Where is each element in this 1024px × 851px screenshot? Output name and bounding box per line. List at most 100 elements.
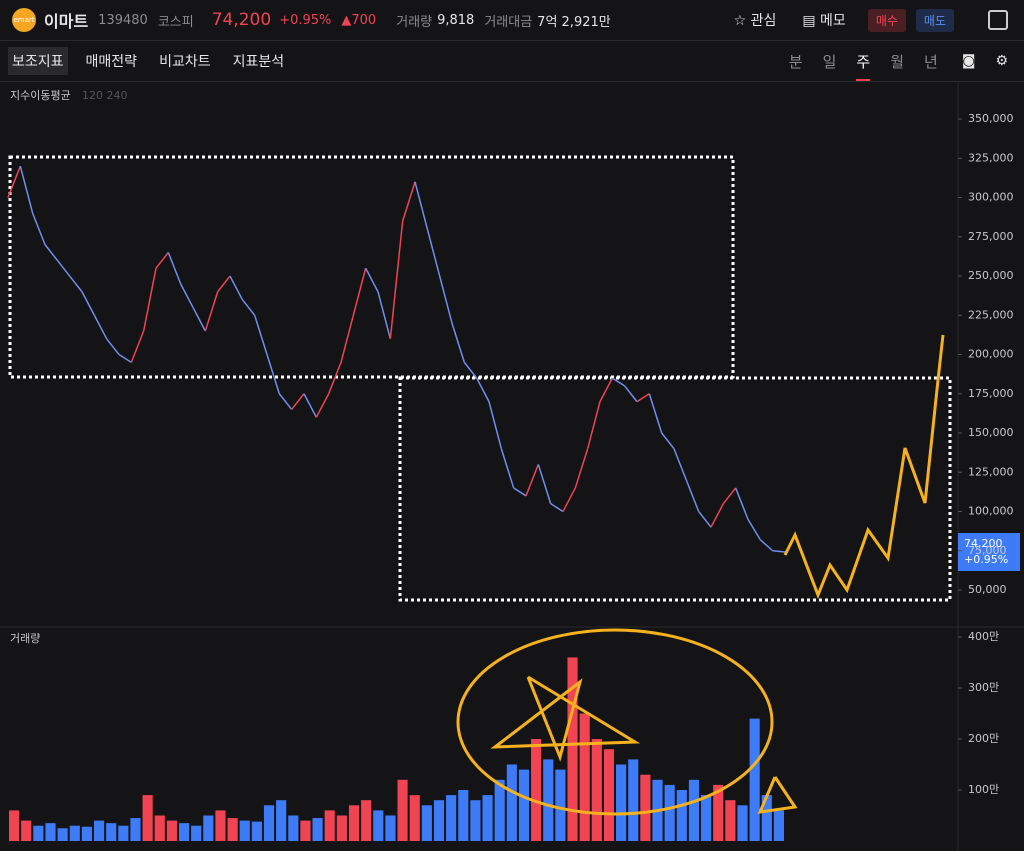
y-tick-label: 100만 [968,783,999,796]
y-tick-label: 175,000 [968,387,1014,400]
y-tick-label: 150,000 [968,426,1014,439]
tool[interactable]: 지표분석 [232,54,285,70]
price-segment [204,291,219,332]
volume-bar [506,764,517,841]
price-segment [365,267,379,293]
price-segment [734,487,749,520]
y-tick-label: 325,000 [968,151,1014,164]
volume-bar [203,815,214,841]
volume-bar [45,823,56,841]
period[interactable]: 월 [890,52,905,71]
volume-bar [69,825,80,841]
period[interactable]: 주 [856,52,871,81]
volume-bar [761,795,772,841]
volume-bar [567,657,578,841]
plot [7,165,786,841]
price-segment [463,361,478,379]
volume-bar [215,810,226,841]
y-tick-label: 50,000 [968,583,1007,596]
volume-bar [33,825,44,841]
price-segment [550,503,564,513]
price: 74,200 [211,10,272,30]
price-segment [624,385,638,403]
price-segment [142,268,157,332]
volume-bar [737,805,748,841]
volume-bar [458,790,469,841]
volume-bar [142,795,153,841]
price-tag-value: 74,200 [964,537,1003,550]
volume-bar [616,764,627,841]
watch-label: 관심 [750,13,777,29]
chart-area: 지수이동평균 120 240 거래량 74,200 +0.95% 350,000… [0,82,1024,851]
period[interactable]: 년 [924,52,938,71]
legend-periods: 120 240 [82,89,128,102]
volume-bar [9,810,20,841]
price-segment [118,353,132,364]
price-segment [130,330,145,363]
amount-label: 거래대금 [484,14,533,30]
price-segment [69,275,83,293]
volume-bar [361,800,372,841]
period[interactable]: 일 [822,52,837,71]
volume-bar [166,820,177,841]
price-segment [648,393,663,434]
price-segment [81,291,95,316]
y-tick-label: 200,000 [968,348,1014,361]
volume-bar [251,821,262,841]
legend-title: 지수이동평균 [10,89,71,102]
price-segment [525,464,540,497]
y-tick-label: 350,000 [968,112,1014,125]
price-segment [562,487,576,512]
price-segment [167,252,182,285]
market: 코스피 [157,14,194,30]
period[interactable]: 분 [788,52,803,71]
volume-bar [482,795,493,841]
volume-bar [81,826,92,841]
volume-bar [385,815,396,841]
price-segment [537,464,552,504]
tool[interactable]: 매매전략 [85,54,138,70]
volume-label: 거래량 [396,14,433,30]
camera-button[interactable]: ◙ [961,53,976,69]
volume: 9,818 [437,12,475,28]
price-segment [253,315,268,355]
volume-bar [701,795,712,841]
y-tick-label: 400만 [968,630,999,643]
price-segment [513,487,527,497]
buy-button[interactable]: 매수 [867,8,906,32]
watch-button[interactable]: ☆ 관심 [733,13,777,29]
price-segment [599,377,613,402]
memo-button[interactable]: ▤ 메모 [802,13,846,29]
price-segment [389,221,404,339]
settings-button[interactable]: ⚙ [995,53,1008,69]
header: emart 이마트 139480 코스피 74,200 +0.95% ▲700 … [0,0,1024,41]
volume-bar [373,810,384,841]
price-segment [180,283,194,308]
tool[interactable]: 비교차트 [159,54,211,70]
volume-bar [628,759,639,841]
price-segment [772,550,786,553]
price-segment [414,181,429,230]
volume-bar [191,825,202,841]
volume-bar [591,739,602,841]
volume-bar [664,784,675,841]
price-segment [352,268,367,316]
price-segment [500,448,515,489]
annotation-drawing [456,628,774,816]
price-segment [56,259,71,277]
annotation-box [398,376,952,602]
price-segment [19,165,34,214]
price-segment [698,511,712,528]
volume-bar [676,790,687,841]
price-segment [266,354,281,394]
price-segment [241,299,256,316]
sell-button[interactable]: 매도 [915,8,954,32]
price-segment [586,401,601,449]
panel-button[interactable] [988,10,1008,30]
volume-bar [130,818,141,841]
volume-bar [21,820,32,841]
volume-bar [57,828,68,841]
price-segment [192,307,206,332]
tool[interactable]: 보조지표 [8,47,68,75]
